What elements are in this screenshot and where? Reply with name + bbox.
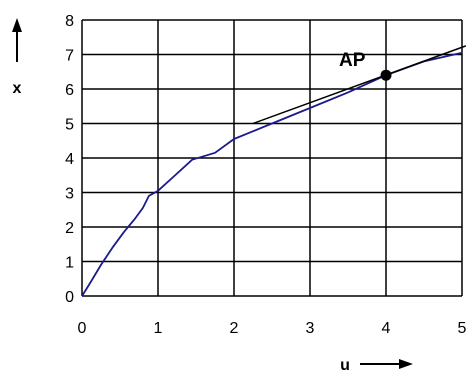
y-axis-label: x bbox=[13, 80, 22, 97]
x-axis-label-group: u bbox=[340, 357, 413, 374]
annotations: AP bbox=[252, 45, 467, 125]
y-tick-label-7: 7 bbox=[65, 48, 74, 65]
y-tick-label-8: 8 bbox=[65, 13, 74, 30]
tick-labels: 0 1 2 3 4 5 0 1 2 3 4 5 6 7 8 bbox=[65, 13, 466, 337]
x-tick-label-2: 2 bbox=[230, 320, 239, 337]
operating-point-label: AP bbox=[339, 50, 366, 71]
y-axis-label-group: x bbox=[12, 18, 22, 97]
y-tick-label-0: 0 bbox=[65, 289, 74, 306]
y-tick-label-6: 6 bbox=[65, 82, 74, 99]
series-line-0 bbox=[81, 51, 463, 297]
series bbox=[81, 51, 463, 297]
y-axis-arrowhead-icon bbox=[12, 18, 22, 32]
grid bbox=[81, 19, 463, 297]
x-tick-label-5: 5 bbox=[458, 320, 467, 337]
y-tick-label-2: 2 bbox=[65, 220, 74, 237]
tangent-line bbox=[252, 45, 467, 125]
x-axis-arrowhead-icon bbox=[399, 359, 413, 369]
x-tick-label-4: 4 bbox=[382, 320, 391, 337]
y-tick-label-1: 1 bbox=[65, 255, 74, 272]
x-axis-label: u bbox=[340, 357, 350, 374]
x-tick-label-3: 3 bbox=[306, 320, 315, 337]
x-tick-label-1: 1 bbox=[154, 320, 163, 337]
y-tick-label-5: 5 bbox=[65, 117, 74, 134]
x-tick-label-0: 0 bbox=[78, 320, 87, 337]
y-tick-label-4: 4 bbox=[65, 151, 74, 168]
operating-point-marker bbox=[380, 69, 392, 81]
y-tick-label-3: 3 bbox=[65, 186, 74, 203]
